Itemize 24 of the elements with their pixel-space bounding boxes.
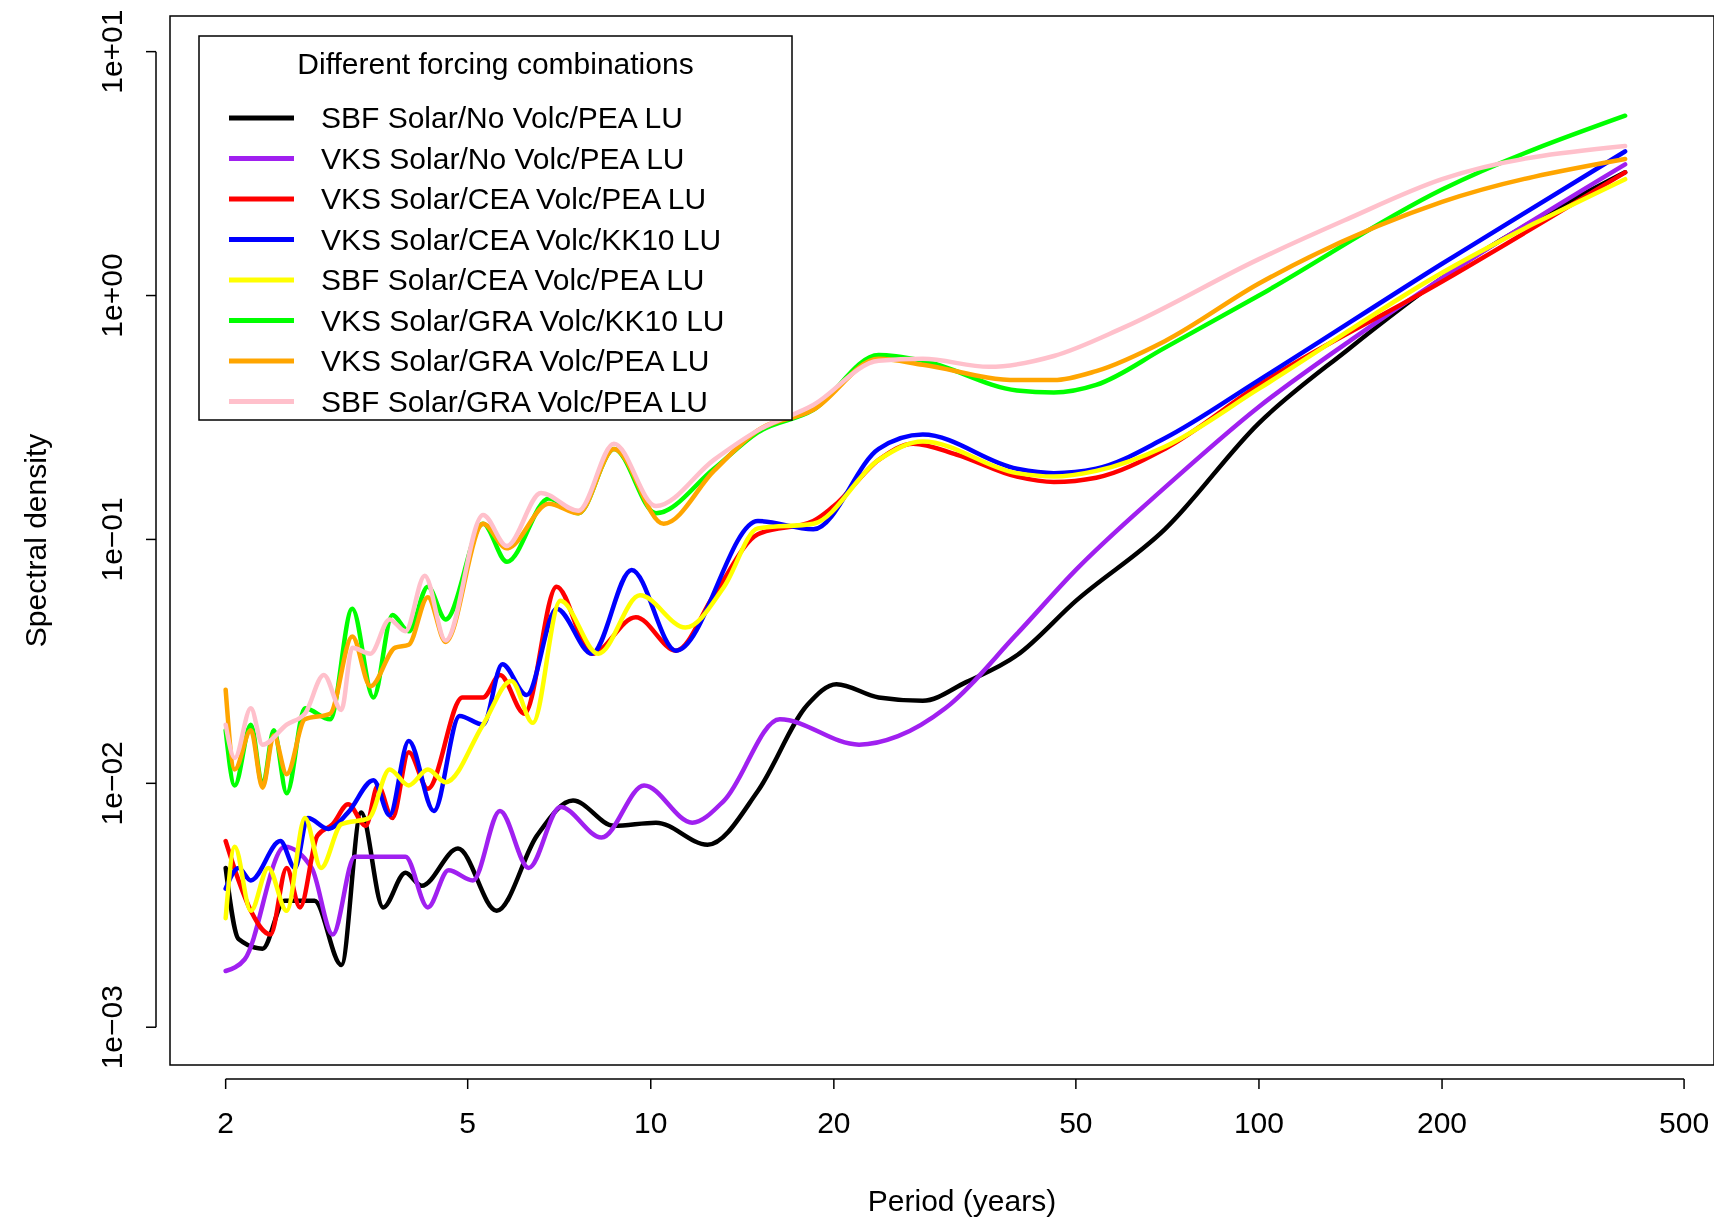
x-axis-title: Period (years): [867, 1184, 1057, 1217]
x-tick-label: 500: [1659, 1106, 1710, 1139]
x-tick-label: 10: [634, 1106, 668, 1139]
x-tick-label: 50: [1059, 1106, 1093, 1139]
y-tick-label: 1e−01: [95, 497, 128, 582]
y-tick-label: 1e+01: [95, 9, 128, 94]
legend-label: VKS Solar/No Volc/PEA LU: [321, 141, 685, 175]
x-tick-label: 100: [1233, 1106, 1284, 1139]
legend-label: SBF Solar/No Volc/PEA LU: [321, 101, 683, 134]
legend-label: VKS Solar/CEA Volc/KK10 LU: [321, 222, 722, 256]
y-axis-title: Spectral density: [19, 433, 52, 648]
y-tick-label: 1e+00: [95, 253, 128, 338]
x-tick-label: 2: [217, 1106, 234, 1139]
y-tick-label: 1e−02: [95, 741, 128, 826]
legend-label: VKS Solar/CEA Volc/PEA LU: [321, 182, 707, 215]
x-tick-label: 5: [459, 1106, 477, 1139]
legend-label: VKS Solar/GRA Volc/PEA LU: [321, 344, 710, 377]
legend-label: SBF Solar/CEA Volc/PEA LU: [321, 263, 705, 296]
x-tick-label: 20: [817, 1106, 851, 1139]
y-tick-label: 1e−03: [95, 985, 128, 1070]
legend-title: Different forcing combinations: [297, 47, 694, 80]
x-tick-label: 200: [1417, 1106, 1468, 1139]
legend-label: VKS Solar/GRA Volc/KK10 LU: [321, 303, 725, 337]
legend-label: SBF Solar/GRA Volc/PEA LU: [321, 384, 708, 418]
